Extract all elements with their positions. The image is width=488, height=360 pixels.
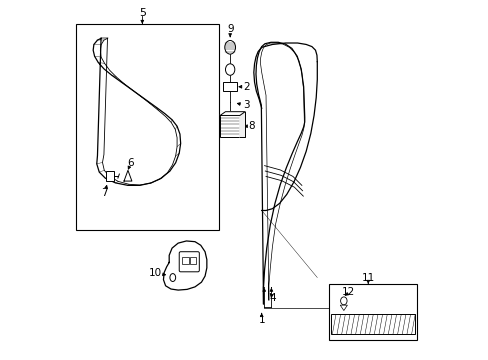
Ellipse shape xyxy=(225,64,234,75)
Text: 6: 6 xyxy=(127,158,134,168)
Bar xyxy=(182,257,188,264)
Ellipse shape xyxy=(169,274,175,282)
Bar xyxy=(220,116,239,137)
Text: 3: 3 xyxy=(243,100,249,111)
Text: 7: 7 xyxy=(101,188,108,198)
Text: 4: 4 xyxy=(269,293,276,303)
Text: 1: 1 xyxy=(258,315,264,325)
Text: 8: 8 xyxy=(248,121,254,131)
Ellipse shape xyxy=(340,297,346,305)
Text: 9: 9 xyxy=(227,24,234,35)
Polygon shape xyxy=(340,305,346,311)
Text: 2: 2 xyxy=(243,82,249,92)
Bar xyxy=(223,82,237,91)
Bar xyxy=(190,257,196,264)
Bar xyxy=(76,24,219,230)
Polygon shape xyxy=(239,112,244,137)
FancyBboxPatch shape xyxy=(179,252,199,272)
Bar xyxy=(106,171,113,181)
Ellipse shape xyxy=(224,41,235,54)
Text: 10: 10 xyxy=(149,268,162,278)
Text: 5: 5 xyxy=(139,8,145,18)
Polygon shape xyxy=(220,112,244,116)
Text: 12: 12 xyxy=(341,287,354,297)
Text: 11: 11 xyxy=(361,273,374,283)
Bar xyxy=(330,315,414,334)
Bar xyxy=(328,284,416,339)
